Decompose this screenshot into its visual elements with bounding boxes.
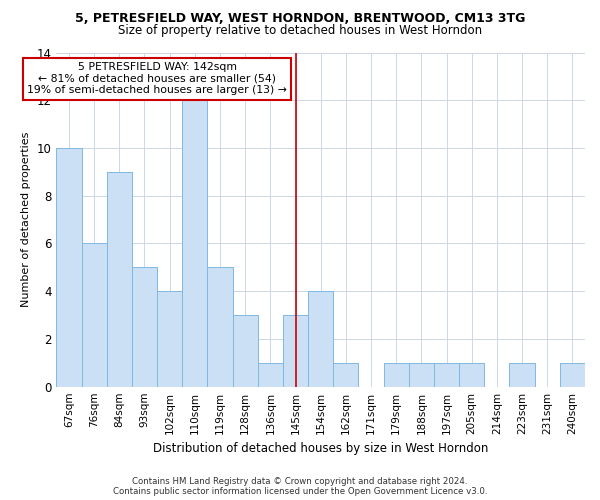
Bar bbox=[82, 244, 107, 386]
Bar bbox=[509, 363, 535, 386]
Bar bbox=[383, 363, 409, 386]
Bar bbox=[308, 291, 333, 386]
Bar bbox=[208, 268, 233, 386]
Bar bbox=[132, 268, 157, 386]
Text: 5 PETRESFIELD WAY: 142sqm
← 81% of detached houses are smaller (54)
19% of semi-: 5 PETRESFIELD WAY: 142sqm ← 81% of detac… bbox=[27, 62, 287, 95]
Text: Size of property relative to detached houses in West Horndon: Size of property relative to detached ho… bbox=[118, 24, 482, 37]
Bar bbox=[56, 148, 82, 386]
Bar bbox=[233, 315, 258, 386]
Bar bbox=[459, 363, 484, 386]
Text: 5, PETRESFIELD WAY, WEST HORNDON, BRENTWOOD, CM13 3TG: 5, PETRESFIELD WAY, WEST HORNDON, BRENTW… bbox=[75, 12, 525, 26]
Bar bbox=[333, 363, 358, 386]
Bar bbox=[409, 363, 434, 386]
X-axis label: Distribution of detached houses by size in West Horndon: Distribution of detached houses by size … bbox=[153, 442, 488, 455]
Bar bbox=[107, 172, 132, 386]
Text: Contains HM Land Registry data © Crown copyright and database right 2024.
Contai: Contains HM Land Registry data © Crown c… bbox=[113, 476, 487, 496]
Bar bbox=[283, 315, 308, 386]
Bar bbox=[157, 291, 182, 386]
Y-axis label: Number of detached properties: Number of detached properties bbox=[21, 132, 31, 308]
Bar bbox=[258, 363, 283, 386]
Bar bbox=[434, 363, 459, 386]
Bar bbox=[560, 363, 585, 386]
Bar bbox=[182, 100, 208, 386]
